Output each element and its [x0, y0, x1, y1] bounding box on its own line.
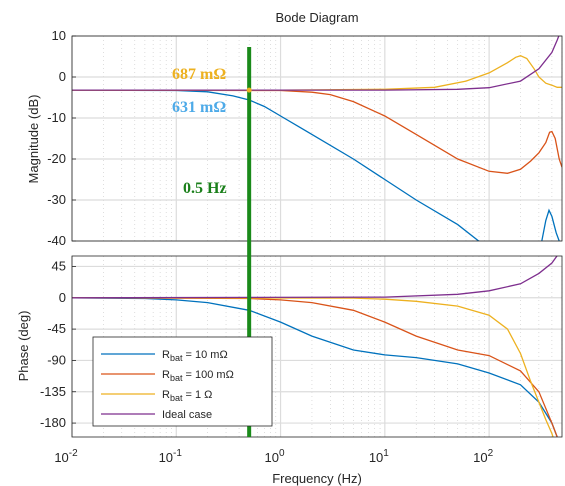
mag-series-line-2: [72, 55, 562, 91]
mag-series-line-1: [72, 89, 562, 174]
annotation-label: 0.5 Hz: [183, 180, 227, 197]
mag-ytick-label: -30: [47, 192, 66, 207]
mag-frame: [71, 35, 563, 242]
x-tick-exponent: 1: [383, 448, 389, 459]
legend-entry: Rbat = 1 Ω: [162, 389, 212, 403]
x-tick-exponent: -2: [69, 448, 78, 459]
x-tick-label: 10-1: [159, 448, 183, 465]
annotation-label: 687 mΩ: [172, 66, 226, 83]
mag-series-line-0: [72, 89, 480, 241]
phase-panel: 45 0 -45 -90 -135 -180: [40, 255, 563, 438]
x-tick-label: 102: [473, 448, 493, 465]
phase-frame: [71, 255, 563, 438]
x-tick-exponent: 0: [279, 448, 285, 459]
x-tick-label: 10-2: [54, 448, 78, 465]
phase-series-line-3: [72, 256, 558, 299]
annotation-label: 631 mΩ: [172, 99, 226, 116]
x-tick-label: 101: [369, 448, 389, 465]
chart-title: Bode Diagram: [275, 10, 358, 25]
annotations: 687 mΩ 631 mΩ 0.5 Hz: [172, 47, 252, 437]
legend: Rbat = 10 mΩ Rbat = 100 mΩ Rbat = 1 Ω Ideal…: [92, 336, 273, 427]
phase-ytick-label: -45: [47, 321, 66, 336]
legend-entry: Rbat = 100 mΩ: [162, 369, 234, 383]
x-tick-labels: 10-2 10-1 100 101 102: [54, 448, 493, 465]
mag-ytick-label: -10: [47, 110, 66, 125]
magnitude-ylabel: Magnitude (dB): [26, 95, 41, 184]
magnitude-panel: 10 0 -10 -20 -30 -40: [47, 28, 563, 248]
mag-ytick-label: -40: [47, 233, 66, 248]
mag-series-line-0-peak: [541, 208, 560, 241]
x-tick-label: 100: [265, 448, 285, 465]
mag-ytick-label: 10: [52, 28, 66, 43]
phase-series-line-0: [72, 297, 558, 437]
legend-entry: Ideal case: [162, 409, 212, 421]
marker-point: [246, 87, 252, 93]
phase-series-line-2: [72, 297, 554, 437]
x-tick-exponent: 2: [488, 448, 494, 459]
legend-entry: Rbat = 10 mΩ: [162, 349, 228, 363]
mag-ytick-label: -20: [47, 151, 66, 166]
x-axis-label: Frequency (Hz): [272, 471, 362, 486]
phase-ytick-label: -135: [40, 384, 66, 399]
phase-ylabel: Phase (deg): [16, 311, 31, 382]
phase-ytick-label: -90: [47, 352, 66, 367]
phase-series-line-1: [72, 297, 558, 437]
mag-series-line-3: [72, 36, 560, 91]
x-tick-exponent: -1: [173, 448, 182, 459]
legend-box: [92, 336, 273, 427]
phase-ytick-label: 45: [52, 258, 66, 273]
phase-ytick-label: -180: [40, 415, 66, 430]
phase-ytick-label: 0: [59, 290, 66, 305]
mag-ytick-label: 0: [59, 69, 66, 84]
